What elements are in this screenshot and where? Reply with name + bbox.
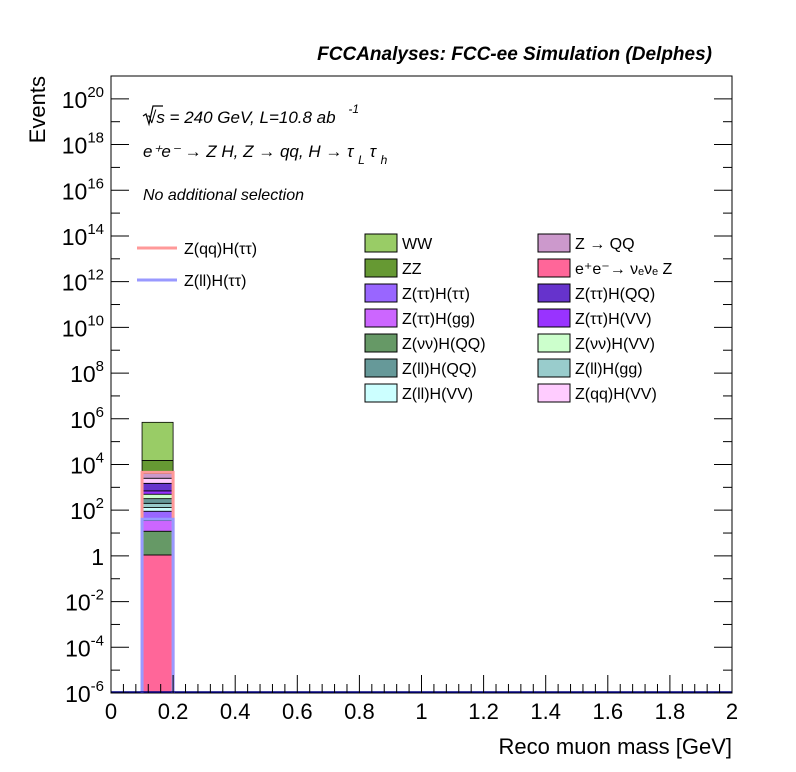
bar-znunu-hqq <box>141 530 174 556</box>
legend-signal-label: Z(ll)H(ττ) <box>184 273 246 290</box>
x-tick-label: 0 <box>105 699 117 724</box>
bar-zll-hgg <box>141 502 174 508</box>
x-tick-label: 0.4 <box>220 699 251 724</box>
y-tick-label: 108 <box>70 358 104 387</box>
legend-label: Z(νν)H(QQ) <box>402 336 486 353</box>
legend-swatch <box>537 233 571 253</box>
legend-label: Z(ll)H(QQ) <box>402 361 477 378</box>
legend-backgrounds: WW Z → QQ ZZ e⁺e⁻→ νₑνₑ Z Z(ττ)H(ττ) Z(ττ)H(Q… <box>364 233 672 403</box>
process-sub-h: h <box>381 153 388 167</box>
bar-znunu-hvv <box>141 493 174 500</box>
stacked-bars <box>141 421 174 694</box>
legend-label: Z(νν)H(VV) <box>575 336 655 353</box>
legend-swatch <box>537 358 571 378</box>
signal-line-2 <box>140 517 175 693</box>
svg-text:√s = 240 GeV, L=10.8 ab: √s = 240 GeV, L=10.8 ab -1 <box>147 102 359 127</box>
legend-label: Z(ll)H(VV) <box>402 386 473 403</box>
y-tick-labels: 10-6 10-4 10-2 1 102 104 106 108 1010 1012 1014 101… <box>62 84 104 707</box>
y-tick-label: 106 <box>70 404 104 433</box>
legend-label: Z(ll)H(gg) <box>575 361 643 378</box>
legend-swatch <box>537 333 571 353</box>
y-tick-label: 1 <box>91 544 104 570</box>
legend-label: ZZ <box>402 261 422 278</box>
legend-swatch <box>364 358 398 378</box>
x-tick-label: 1.2 <box>468 699 499 724</box>
chart-title: FCCAnalyses: FCC-ee Simulation (Delphes) <box>317 44 712 65</box>
legend-swatch <box>537 283 571 303</box>
x-tick-label: 0.8 <box>344 699 375 724</box>
legend-signal-label: Z(qq)H(ττ) <box>184 241 257 258</box>
legend-swatch <box>537 308 571 328</box>
legend-label: Z(qq)H(VV) <box>575 386 657 403</box>
process-sub-L: L <box>358 153 365 167</box>
legend-signals: Z(qq)H(ττ) Z(ll)H(ττ) <box>137 241 257 290</box>
x-tick-label: 1.4 <box>530 699 561 724</box>
legend-swatch <box>537 258 571 278</box>
y-tick-label: 1016 <box>62 175 104 204</box>
bar-ztautau-hgg <box>141 520 174 532</box>
legend-label: Z(ττ)H(gg) <box>402 311 475 328</box>
bar-eez <box>141 554 174 694</box>
legend-label: Z → QQ <box>575 236 635 253</box>
bar-z-qq <box>141 473 174 479</box>
bar-ztautau-hvv <box>141 490 174 495</box>
y-tick-label: 102 <box>70 495 104 524</box>
y-tick-label: 10-2 <box>65 587 104 616</box>
bar-zqq-hvv <box>141 477 174 484</box>
bar-ww <box>141 421 174 461</box>
bar-zll-hvv <box>141 507 174 512</box>
legend-label: Z(ττ)H(VV) <box>575 311 652 328</box>
legend-label: Z(ττ)H(QQ) <box>575 286 655 303</box>
legend-label: Z(ττ)H(ττ) <box>402 286 470 303</box>
y-tick-label: 1012 <box>62 267 104 296</box>
x-tick-label: 2 <box>726 699 738 724</box>
energy-exponent: -1 <box>348 102 359 116</box>
y-tick-label: 10-6 <box>65 678 104 707</box>
annotation-selection: No additional selection <box>143 187 304 204</box>
legend-swatch <box>364 333 398 353</box>
legend-swatch <box>364 383 398 403</box>
energy-text: √s = 240 GeV, L=10.8 ab <box>147 108 336 127</box>
x-tick-label: 1.8 <box>655 699 686 724</box>
x-tick-label: 0.2 <box>158 699 189 724</box>
y-tick-label: 1018 <box>62 130 104 159</box>
axis-ticks <box>110 75 733 694</box>
annotation-process: e⁺e⁻ → Z H, Z → qq, H → τ L τ h <box>143 142 388 168</box>
y-tick-label: 1014 <box>62 221 104 250</box>
y-axis-label: Events <box>25 76 50 143</box>
x-tick-labels: 0 0.2 0.4 0.6 0.8 1 1.2 1.4 1.6 1.8 2 <box>105 699 738 724</box>
bar-zll-hqq <box>141 498 174 504</box>
legend-label: e⁺e⁻→ νₑνₑ Z <box>575 261 672 278</box>
x-tick-label: 0.6 <box>282 699 313 724</box>
x-axis-label: Reco muon mass [GeV] <box>498 734 732 759</box>
annotation-energy: √s = 240 GeV, L=10.8 ab -1 <box>142 102 359 127</box>
legend-swatch <box>364 308 398 328</box>
legend-swatch <box>364 283 398 303</box>
process-text: e⁺e⁻ → Z H, Z → qq, H → τ <box>143 142 355 161</box>
y-tick-label: 104 <box>70 449 104 478</box>
y-tick-label: 1020 <box>62 84 104 113</box>
legend-label: WW <box>402 236 433 253</box>
x-tick-label: 1.6 <box>593 699 624 724</box>
legend-swatch <box>364 258 398 278</box>
x-tick-label: 1 <box>415 699 427 724</box>
sqrt-symbol <box>142 105 163 127</box>
process-tau: τ <box>370 142 378 161</box>
y-tick-label: 10-4 <box>65 632 104 661</box>
bar-ztautau-hqq <box>141 482 174 492</box>
legend-swatch <box>364 233 398 253</box>
legend-swatch <box>537 383 571 403</box>
y-tick-label: 1010 <box>62 312 104 341</box>
